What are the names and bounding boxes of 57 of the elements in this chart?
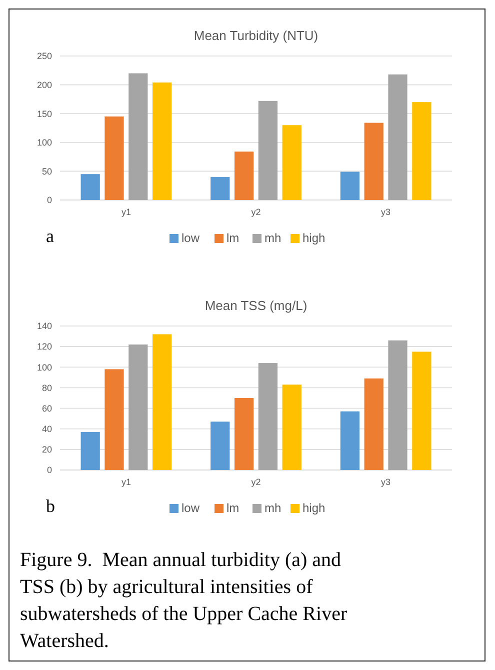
legend-label: mh (264, 231, 282, 245)
y-tick-label: 150 (36, 108, 52, 119)
y-tick-label: 140 (36, 321, 52, 332)
chart-title: Mean Turbidity (NTU) (194, 28, 318, 43)
x-tick-label: y1 (121, 207, 131, 217)
caption: Figure 9. Mean annual turbidity (a) and TSS (b) by agricultural intensities of subwatersheds of the Upper Cache River Watershed. (20, 549, 348, 652)
bar (152, 334, 172, 470)
bar (104, 369, 124, 470)
bar (364, 122, 384, 200)
bar (210, 176, 230, 200)
bar (258, 363, 278, 470)
legend-label: low (182, 231, 200, 245)
bar (234, 398, 254, 470)
legend-label: lm (226, 501, 240, 515)
bar (128, 73, 148, 200)
bar (152, 82, 172, 200)
x-tick-label: y1 (121, 477, 131, 487)
x-tick-label: y3 (381, 477, 391, 487)
y-tick-label: 20 (42, 444, 52, 455)
y-tick-label: 100 (36, 138, 52, 148)
text: a (46, 226, 54, 246)
bar (210, 422, 230, 470)
bar (388, 340, 408, 470)
bar (80, 174, 100, 200)
y-tick-label: 0 (46, 465, 52, 476)
x-tick-label: y2 (251, 207, 261, 217)
chart-title: Mean TSS (mg/L) (204, 298, 308, 313)
bar (80, 432, 100, 470)
x-tick-label: y3 (381, 207, 391, 217)
bar (234, 152, 254, 200)
y-tick-label: 40 (42, 424, 52, 434)
x-tick-label: y2 (251, 477, 261, 487)
text: b (46, 496, 55, 516)
bar (340, 172, 360, 200)
legend-label: mh (264, 501, 282, 515)
bar (412, 352, 432, 470)
y-tick-label: 200 (36, 80, 52, 90)
y-tick-label: 120 (36, 342, 52, 352)
y-tick-label: 80 (42, 382, 52, 393)
legend-label: high (302, 231, 326, 245)
bar (412, 102, 432, 200)
bar (258, 100, 278, 200)
bar (104, 116, 124, 200)
y-tick-label: 60 (42, 403, 52, 414)
y-tick-label: 250 (36, 51, 52, 62)
bar (388, 74, 408, 200)
bar (282, 125, 302, 200)
y-tick-label: 100 (36, 362, 52, 372)
legend-label: high (302, 501, 326, 515)
y-tick-label: 50 (42, 166, 52, 176)
bar (282, 384, 302, 470)
bar (340, 411, 360, 470)
bar (364, 378, 384, 470)
bar (128, 344, 148, 470)
legend-label: low (182, 501, 200, 515)
y-tick-label: 0 (46, 195, 52, 206)
legend-label: lm (226, 231, 240, 245)
